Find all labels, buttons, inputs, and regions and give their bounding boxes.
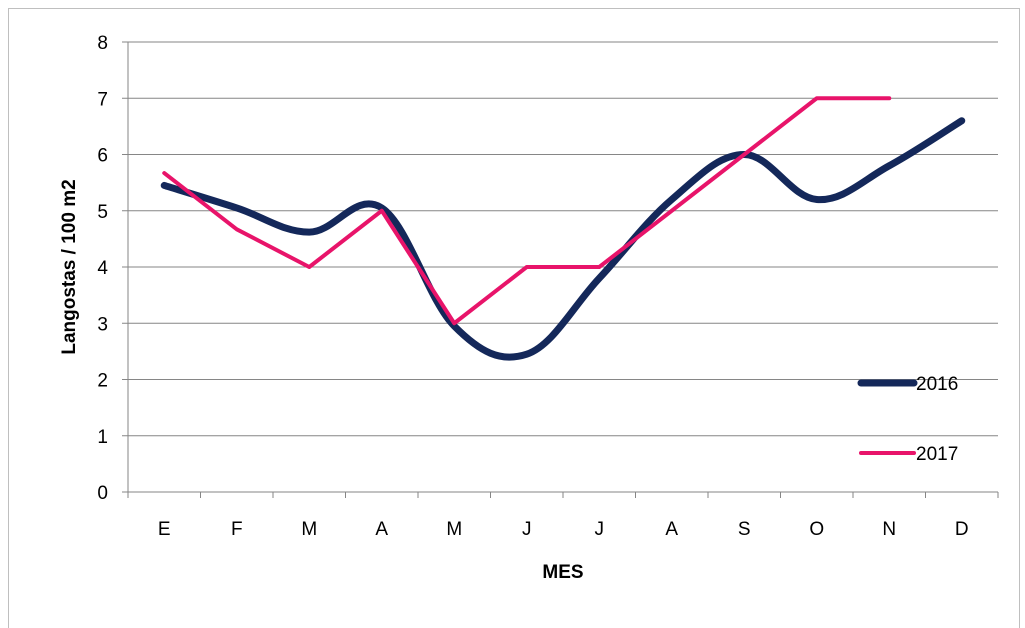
y-tick-label: 3 xyxy=(97,314,108,335)
x-tick-label: A xyxy=(375,519,388,540)
y-tick-label: 1 xyxy=(97,427,108,448)
y-tick-labels: 0 1 2 3 4 5 6 7 8 xyxy=(97,33,108,504)
y-tick-label: 5 xyxy=(97,202,108,223)
chart-frame xyxy=(8,8,1020,628)
x-tick-label: S xyxy=(738,519,751,540)
series-line-2017 xyxy=(162,96,892,326)
x-tick-label: F xyxy=(231,519,243,540)
legend-label-2017: 2017 xyxy=(916,444,958,465)
y-tick-label: 6 xyxy=(97,146,108,167)
x-tick-label: J xyxy=(595,519,605,540)
x-tick-label: M xyxy=(301,519,317,540)
legend: 2016 2017 xyxy=(857,374,958,465)
x-tick-label: N xyxy=(882,519,896,540)
y-tick-label: 7 xyxy=(97,89,108,110)
x-tick-label: D xyxy=(955,519,969,540)
legend-label-2016: 2016 xyxy=(916,374,958,395)
x-tick-label: J xyxy=(522,519,532,540)
x-tick-label: A xyxy=(665,519,678,540)
x-axis-title: MES xyxy=(542,562,583,583)
y-tick-label: 0 xyxy=(97,483,108,504)
y-tick-label: 8 xyxy=(97,33,108,54)
x-tick-label: M xyxy=(446,519,462,540)
x-tick-label: E xyxy=(158,519,171,540)
x-tick-label: O xyxy=(809,519,824,540)
y-tick-label: 4 xyxy=(97,258,108,279)
series-lines xyxy=(160,96,966,361)
axes xyxy=(122,41,999,498)
y-axis-title: Langostas / 100 m2 xyxy=(59,179,80,354)
series-line-2016 xyxy=(160,117,966,361)
y-tick-label: 2 xyxy=(97,371,108,392)
